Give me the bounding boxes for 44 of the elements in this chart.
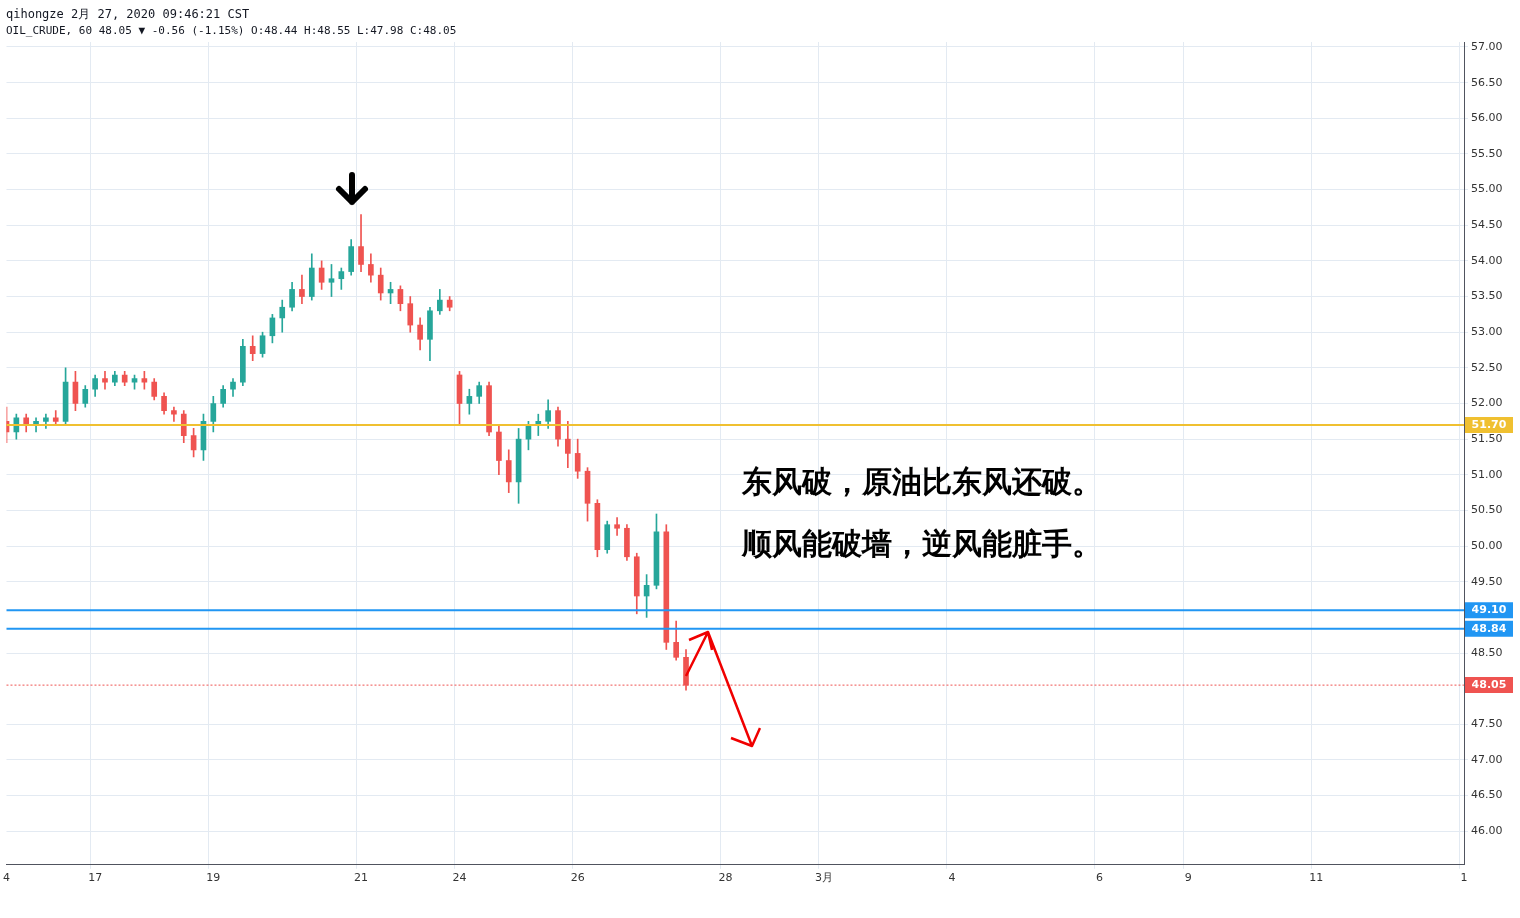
x-tick-label: 26	[570, 871, 585, 885]
chart-subtitle: OIL_CRUDE, 60 48.05 ▼ -0.56 (-1.15%) O:48.44 H:48.55 L:47.98 C:48.05	[6, 24, 457, 37]
y-tick-label: 52.00	[1471, 396, 1503, 410]
y-tick-label: 53.00	[1471, 325, 1503, 339]
y-tick-label: 55.50	[1471, 146, 1503, 160]
candlestick	[102, 371, 108, 390]
y-tick-label: 57.00	[1471, 39, 1503, 53]
y-tick-label: 55.00	[1471, 182, 1503, 196]
x-tick-label: 4	[948, 871, 956, 885]
annotation: 顺风能破墙，逆风能脏手。	[742, 525, 1102, 563]
y-tick-label: 46.50	[1471, 788, 1503, 802]
ref-line-label: 48.05	[1471, 677, 1507, 691]
y-tick-label: 53.50	[1471, 289, 1503, 303]
x-tick-label: 28	[718, 871, 733, 885]
y-tick-label: 54.00	[1471, 253, 1503, 267]
y-tick-label: 56.50	[1471, 75, 1503, 89]
y-tick-label: 49.50	[1471, 574, 1503, 588]
x-tick-label: 6	[1096, 871, 1104, 885]
y-tick-label: 56.00	[1471, 111, 1503, 125]
y-tick-label: 48.50	[1471, 645, 1503, 659]
ref-line-label: 51.70	[1471, 417, 1507, 431]
y-tick-label: 50.50	[1471, 503, 1503, 517]
x-tick-label: 4	[3, 871, 10, 885]
candlestick	[614, 517, 620, 536]
y-tick-label: 51.00	[1471, 467, 1503, 481]
x-tick-label: 19	[206, 871, 221, 885]
x-tick-label: 17	[88, 871, 103, 885]
ref-line-label: 49.10	[1471, 603, 1507, 617]
x-tick-label: 1	[1460, 871, 1468, 885]
x-tick-label: 9	[1184, 871, 1192, 885]
y-tick-label: 47.00	[1471, 752, 1503, 766]
annotation: 东风破，原油比东风还破。	[742, 463, 1102, 501]
x-tick-label: 11	[1309, 871, 1324, 885]
y-tick-label: 50.00	[1471, 538, 1503, 552]
y-tick-label: 46.00	[1471, 824, 1503, 838]
x-tick-label: 3月	[814, 871, 833, 885]
y-tick-label: 51.50	[1471, 432, 1503, 445]
y-tick-label: 54.50	[1471, 218, 1503, 232]
ref-line-label: 48.84	[1471, 621, 1507, 635]
x-tick-label: 24	[452, 871, 467, 885]
y-tick-label: 47.50	[1471, 717, 1503, 731]
y-tick-label: 52.50	[1471, 360, 1503, 374]
x-tick-label: 21	[354, 871, 369, 885]
chart-title: qihongze 2月 27, 2020 09:46:21 CST	[6, 6, 250, 23]
